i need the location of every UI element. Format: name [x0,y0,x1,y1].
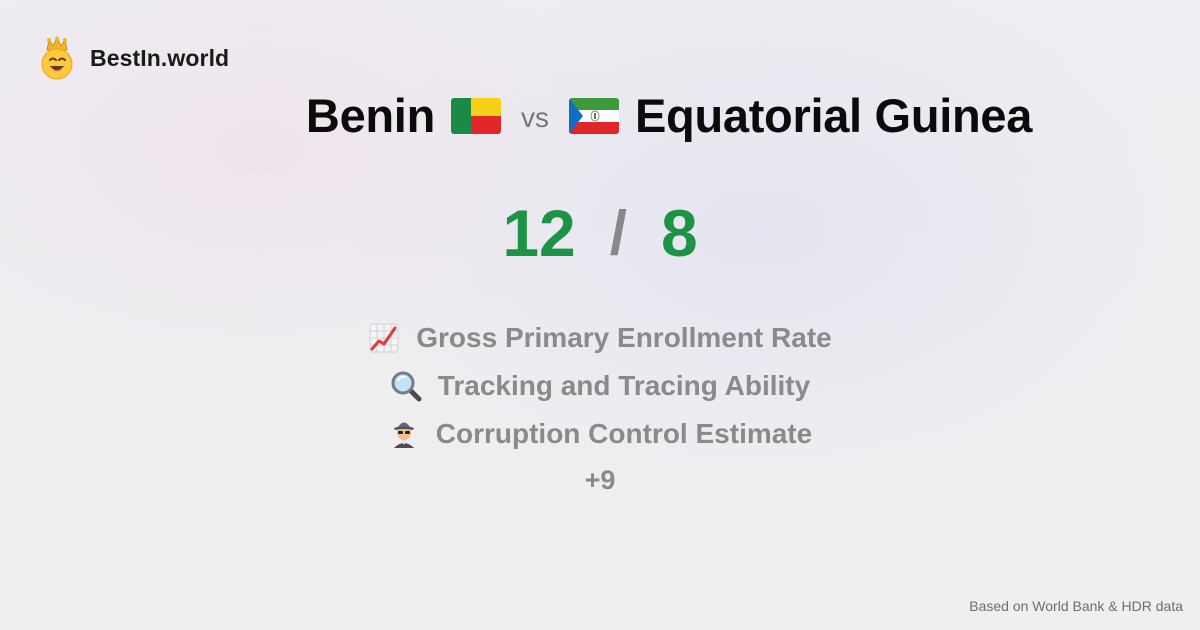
metric-label: Corruption Control Estimate [435,418,813,449]
more-metrics-count[interactable]: +9 [584,465,616,495]
benin-flag-icon [450,97,501,134]
country-b-name[interactable]: Equatorial Guinea [634,89,1033,142]
score-row: 12 / 8 [0,195,1200,271]
score-separator: / [609,198,627,268]
comparison-title: Benin vs Equatorial Guinea [0,88,1200,143]
vs-label: vs [520,101,549,133]
metric-item[interactable]: Gross Primary Enrollment Rate [368,314,832,362]
equatorial-guinea-flag-icon [568,97,619,134]
crowned-smiley-icon [41,36,73,80]
metric-list: Gross Primary Enrollment Rate Tracking a… [0,314,1200,500]
brand-header[interactable]: BestIn.world [38,36,229,80]
metric-label: Gross Primary Enrollment Rate [416,322,832,353]
country-a-name[interactable]: Benin [305,89,435,142]
magnifying-glass-icon [391,371,422,402]
chart-increasing-icon [369,323,399,353]
metric-item[interactable]: Tracking and Tracing Ability [390,362,810,410]
country-a-score: 12 [502,196,576,270]
detective-icon [393,422,414,448]
metric-label: Tracking and Tracing Ability [437,370,811,401]
brand-name: BestIn.world [90,44,230,71]
country-b-score: 8 [660,196,698,270]
metric-item[interactable]: Corruption Control Estimate [388,410,812,458]
data-source-note: Based on World Bank & HDR data [969,598,1183,614]
